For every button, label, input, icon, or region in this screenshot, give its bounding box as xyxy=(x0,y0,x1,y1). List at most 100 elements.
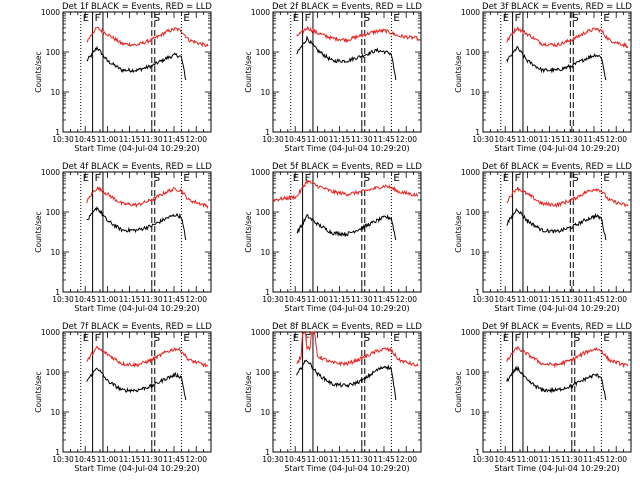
event-marker-label: E xyxy=(83,13,89,24)
x-tick-label: 12:00 xyxy=(185,455,207,464)
event-marker-label: F xyxy=(95,173,101,184)
series-line-lld xyxy=(86,185,209,210)
x-tick-label: 11:45 xyxy=(583,295,605,304)
x-tick-label: 11:45 xyxy=(583,455,605,464)
x-tick-label: 12:00 xyxy=(185,135,207,144)
chart-title: Det 8f BLACK = Events, RED = LLD xyxy=(272,322,422,332)
x-tick-label: 10:45 xyxy=(284,135,306,144)
chart-panel-7: Det 7f BLACK = Events, RED = LLD 1 10 100 10… xyxy=(34,322,212,473)
series-line-events xyxy=(296,213,397,241)
event-marker-label: E xyxy=(83,173,89,184)
x-tick-label: 11:00 xyxy=(307,455,329,464)
chart-title: Det 6f BLACK = Events, RED = LLD xyxy=(482,162,632,172)
y-axis-label: Counts/sec xyxy=(244,51,253,92)
x-tick-label: 10:30 xyxy=(262,135,284,144)
y-axis-label: Counts/sec xyxy=(454,51,463,92)
series-line-lld xyxy=(272,179,419,203)
event-marker-label: E xyxy=(503,173,509,184)
x-tick-label: 12:00 xyxy=(605,295,627,304)
x-axis-label: Start Time (04-Jul-04 10:29:20) xyxy=(494,464,619,473)
chart-title: Det 4f BLACK = Events, RED = LLD xyxy=(62,162,212,172)
x-tick-label: 11:00 xyxy=(517,295,539,304)
y-tick-label: 10 xyxy=(260,408,270,417)
chart-panel-6: Det 6f BLACK = Events, RED = LLD 1 10 100 10… xyxy=(454,162,632,313)
x-tick-label: 11:00 xyxy=(517,455,539,464)
event-marker-label: S xyxy=(364,333,370,344)
event-marker-label: E xyxy=(603,13,609,24)
event-marker-label: E xyxy=(393,173,399,184)
plot-frame xyxy=(272,11,422,133)
x-tick-label: 10:45 xyxy=(74,455,96,464)
y-tick-label: 1 xyxy=(475,288,480,297)
y-tick-label: 1 xyxy=(55,448,60,457)
y-tick-label: 1 xyxy=(265,288,270,297)
event-marker-label: E xyxy=(183,173,189,184)
x-axis-label: Start Time (04-Jul-04 10:29:20) xyxy=(74,144,199,153)
x-tick-label: 10:45 xyxy=(494,135,516,144)
x-tick-label: 10:30 xyxy=(472,295,494,304)
y-tick-label: 1000 xyxy=(461,8,480,17)
event-marker-label: F xyxy=(515,173,521,184)
event-marker-label: E xyxy=(393,13,399,24)
y-axis-label: Counts/sec xyxy=(454,211,463,252)
y-tick-label: 1000 xyxy=(461,328,480,337)
plot-frame xyxy=(482,11,632,133)
x-tick-label: 12:00 xyxy=(605,135,627,144)
x-tick-label: 10:30 xyxy=(52,135,74,144)
y-tick-label: 100 xyxy=(46,368,61,377)
x-axis-label: Start Time (04-Jul-04 10:29:20) xyxy=(494,304,619,313)
x-tick-label: 11:45 xyxy=(163,455,185,464)
x-tick-label: 11:00 xyxy=(97,455,119,464)
x-tick-label: 11:45 xyxy=(373,135,395,144)
x-tick-label: 11:45 xyxy=(163,135,185,144)
event-marker-label: F xyxy=(515,13,521,24)
series-line-events xyxy=(296,35,397,81)
chart-panel-3: Det 3f BLACK = Events, RED = LLD 1 10 100 10… xyxy=(454,2,632,153)
series-line-events xyxy=(506,207,607,241)
event-marker-label: E xyxy=(83,333,89,344)
x-tick-label: 11:30 xyxy=(561,135,583,144)
x-tick-label: 11:00 xyxy=(307,295,329,304)
event-marker-label: E xyxy=(393,333,399,344)
plot-frame xyxy=(482,171,632,293)
y-tick-label: 10 xyxy=(470,408,480,417)
series-line-events xyxy=(86,205,187,241)
y-tick-label: 1000 xyxy=(251,8,270,17)
event-marker-label: E xyxy=(293,173,299,184)
x-tick-label: 11:30 xyxy=(351,295,373,304)
y-axis-label: Counts/sec xyxy=(244,371,253,412)
y-tick-label: 10 xyxy=(470,248,480,257)
series-line-lld xyxy=(296,330,419,367)
x-tick-label: 11:00 xyxy=(97,135,119,144)
y-tick-label: 1 xyxy=(55,128,60,137)
y-tick-label: 100 xyxy=(46,208,61,217)
x-tick-label: 11:15 xyxy=(539,135,561,144)
x-axis-label: Start Time (04-Jul-04 10:29:20) xyxy=(284,144,409,153)
x-axis-label: Start Time (04-Jul-04 10:29:20) xyxy=(284,304,409,313)
series-line-lld xyxy=(86,345,209,369)
x-tick-label: 11:45 xyxy=(373,455,395,464)
x-tick-label: 12:00 xyxy=(395,135,417,144)
x-tick-label: 11:00 xyxy=(517,135,539,144)
y-tick-label: 1000 xyxy=(251,328,270,337)
series-line-events xyxy=(86,45,187,81)
x-axis-label: Start Time (04-Jul-04 10:29:20) xyxy=(284,464,409,473)
event-marker-label: E xyxy=(293,13,299,24)
chart-panel-5: Det 5f BLACK = Events, RED = LLD 1 10 100 10… xyxy=(244,162,422,313)
y-tick-label: 10 xyxy=(50,88,60,97)
event-marker-label: E xyxy=(503,13,509,24)
plot-frame xyxy=(482,331,632,453)
x-tick-label: 10:30 xyxy=(262,295,284,304)
x-tick-label: 11:15 xyxy=(119,295,141,304)
y-tick-label: 100 xyxy=(256,368,271,377)
series-line-events xyxy=(86,367,187,401)
chart-panel-4: Det 4f BLACK = Events, RED = LLD 1 10 100 10… xyxy=(34,162,212,313)
x-tick-label: 11:45 xyxy=(583,135,605,144)
x-tick-label: 10:45 xyxy=(494,295,516,304)
event-marker-label: E xyxy=(183,13,189,24)
y-axis-label: Counts/sec xyxy=(34,51,43,92)
y-tick-label: 100 xyxy=(256,48,271,57)
x-tick-label: 12:00 xyxy=(395,295,417,304)
series-line-events xyxy=(506,46,607,81)
